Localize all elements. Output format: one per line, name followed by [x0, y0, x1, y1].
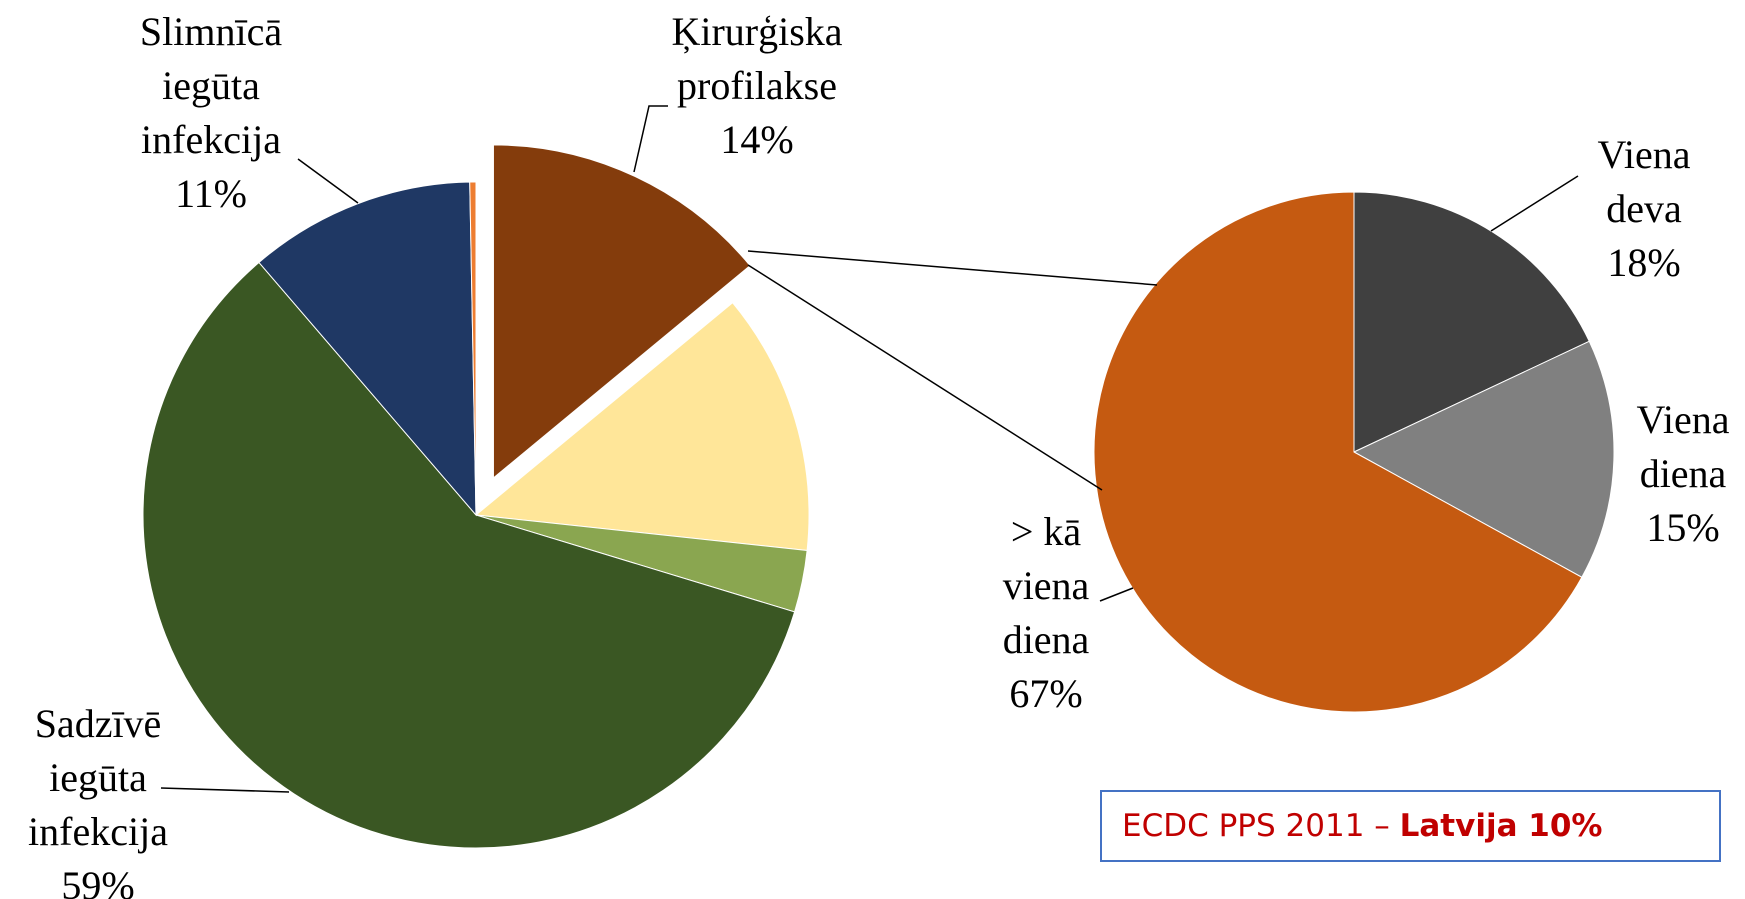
category-label: Viena deva [1597, 132, 1691, 231]
leader-line [160, 787, 290, 793]
leader-line [1490, 175, 1579, 232]
value-label: 11% [175, 171, 247, 216]
pie-slice [142, 261, 796, 849]
category-label: Slimnīcā iegūta infekcija [139, 9, 283, 162]
value-label: 59% [61, 863, 135, 899]
data-label: Sadzīvē iegūta infekcija 59% [0, 697, 198, 899]
data-label: > kā viena diena 67% [981, 505, 1111, 721]
pie-slice [1093, 191, 1583, 713]
data-label: Viena deva 18% [1579, 128, 1709, 290]
connector [747, 250, 1158, 286]
note-box: ECDC PPS 2011 – Latvija 10% [1100, 790, 1721, 862]
note-bold: Latvija 10% [1399, 808, 1603, 844]
data-label: Slimnīcā iegūta infekcija 11% [111, 5, 311, 221]
data-label: Viena diena 15% [1618, 393, 1745, 555]
category-label: Ķirurģiska profilakse [671, 9, 843, 108]
value-label: 67% [1009, 671, 1083, 716]
leader-line [1099, 587, 1134, 602]
data-label: Ķirurģiska profilakse 14% [642, 5, 872, 167]
pie-slice [474, 302, 810, 552]
value-label: 18% [1607, 240, 1681, 285]
category-label: Viena diena [1636, 397, 1730, 496]
value-label: 14% [720, 117, 794, 162]
category-label: > kā viena diena [1002, 509, 1090, 662]
note-text: ECDC PPS 2011 – [1122, 808, 1400, 844]
pie-slice [1353, 191, 1590, 453]
leader-line [633, 105, 668, 173]
pie-slice [492, 144, 751, 479]
value-label: 15% [1646, 505, 1720, 550]
pie-slice [1352, 340, 1615, 578]
leader-line [297, 158, 359, 204]
connector [747, 264, 1103, 491]
pie-slice [469, 181, 477, 516]
leaders [160, 105, 1579, 793]
pie-slice [258, 181, 477, 517]
category-label: Sadzīvē iegūta infekcija [28, 701, 168, 854]
